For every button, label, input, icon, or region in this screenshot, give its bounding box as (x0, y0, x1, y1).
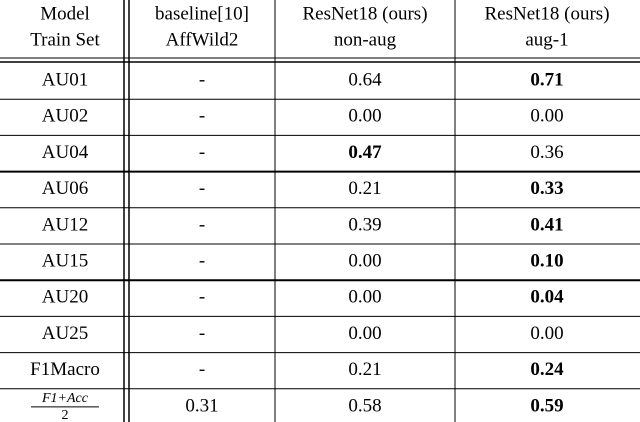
cell-text: 0.59 (530, 395, 563, 416)
cell-text: 0.00 (530, 106, 563, 127)
header-text: Model (40, 3, 90, 24)
cell-text: 0.21 (348, 359, 381, 380)
cell-text: AU04 (42, 142, 89, 163)
cell-text: AU02 (42, 106, 88, 127)
cell-text: 0.64 (348, 69, 382, 90)
cell-text: 0.36 (530, 142, 563, 163)
cell-text: 0.00 (530, 323, 563, 344)
cell-text: 0.58 (348, 395, 381, 416)
cell-text: AU06 (42, 178, 88, 199)
header-text: aug-1 (525, 29, 568, 50)
cell-text: - (199, 106, 205, 127)
cell-text: 0.41 (530, 214, 563, 235)
cell-text: AU12 (42, 214, 88, 235)
cell-text: - (199, 359, 205, 380)
cell-text: AU15 (42, 250, 88, 271)
cell-text: 0.00 (348, 287, 381, 308)
cell-text: 0.00 (348, 250, 381, 271)
cell-text: 0.71 (530, 69, 563, 90)
cell-text: AU01 (42, 69, 88, 90)
cell-text: - (199, 178, 205, 199)
fraction-denominator: 2 (62, 408, 69, 422)
cell-text: - (199, 250, 205, 271)
cell-text: F1Macro (30, 359, 100, 380)
cell-text: 0.04 (530, 287, 564, 308)
cell-text: 0.21 (348, 178, 381, 199)
cell-text: 0.33 (530, 178, 563, 199)
cell-text: 0.47 (348, 142, 382, 163)
cell-text: - (199, 287, 205, 308)
header-text: Train Set (30, 29, 100, 50)
cell-text: 0.31 (185, 395, 218, 416)
cell-text: 0.24 (530, 359, 564, 380)
cell-text: 0.39 (348, 214, 381, 235)
cell-text: 0.00 (348, 323, 381, 344)
cell-text: 0.00 (348, 106, 381, 127)
cell-text: 0.10 (530, 250, 563, 271)
cell-text: AU20 (42, 287, 88, 308)
header-text: AffWild2 (166, 29, 239, 50)
header-text: baseline[10] (155, 3, 249, 24)
cell-text: - (199, 142, 205, 163)
cell-text: - (199, 323, 205, 344)
header-text: ResNet18 (ours) (484, 3, 609, 24)
cell-text: AU25 (42, 323, 88, 344)
header-text: non-aug (334, 29, 397, 50)
fraction-numerator: F1+Acc (41, 391, 89, 406)
header-text: ResNet18 (ours) (302, 3, 427, 24)
cell-text: - (199, 69, 205, 90)
cell-text: - (199, 214, 205, 235)
